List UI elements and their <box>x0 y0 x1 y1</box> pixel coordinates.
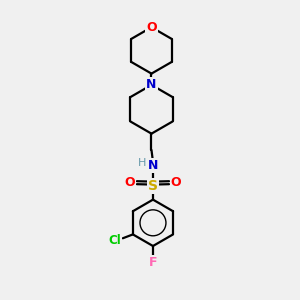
Text: F: F <box>149 256 157 269</box>
Text: Cl: Cl <box>109 235 122 248</box>
Text: O: O <box>146 21 157 34</box>
Text: N: N <box>148 159 158 172</box>
Text: H: H <box>137 158 146 168</box>
Text: S: S <box>148 179 158 193</box>
Text: O: O <box>170 176 181 189</box>
Text: N: N <box>146 78 157 92</box>
Text: O: O <box>125 176 135 189</box>
